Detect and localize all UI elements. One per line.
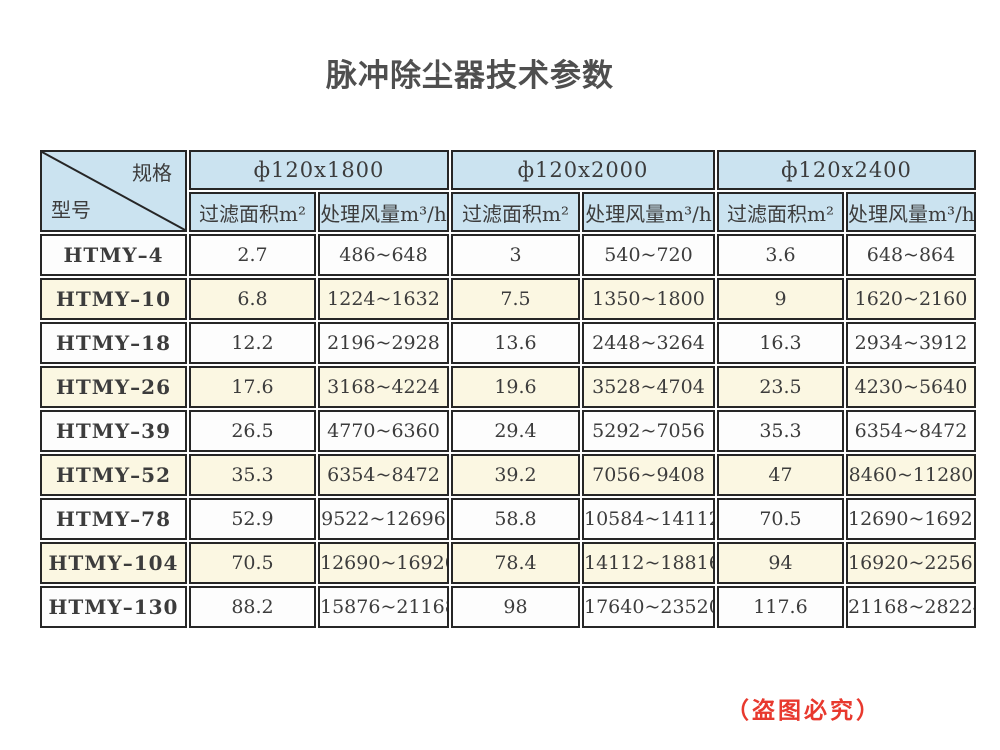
- value-cell: 13.6: [451, 322, 580, 364]
- value-cell: 6.8: [189, 278, 316, 320]
- value-cell: 486~648: [318, 234, 449, 276]
- value-cell: 12.2: [189, 322, 316, 364]
- value-cell: 29.4: [451, 410, 580, 452]
- value-cell: 3528~4704: [582, 366, 715, 408]
- column-header-filter-area: 过滤面积m²: [189, 192, 316, 232]
- value-cell: 17640~23520: [582, 586, 715, 628]
- value-cell: 540~720: [582, 234, 715, 276]
- table-row: HTMY–130 88.2 15876~21168 98 17640~23520…: [40, 586, 976, 628]
- table-row: HTMY–10 6.8 1224~1632 7.5 1350~1800 9 16…: [40, 278, 976, 320]
- value-cell: 4770~6360: [318, 410, 449, 452]
- value-cell: 52.9: [189, 498, 316, 540]
- value-cell: 26.5: [189, 410, 316, 452]
- group-header-1800: ф120x1800: [189, 150, 449, 190]
- value-cell: 6354~8472: [318, 454, 449, 496]
- value-cell: 98: [451, 586, 580, 628]
- value-cell: 78.4: [451, 542, 580, 584]
- table-row: HTMY–52 35.3 6354~8472 39.2 7056~9408 47…: [40, 454, 976, 496]
- value-cell: 16.3: [717, 322, 844, 364]
- value-cell: 5292~7056: [582, 410, 715, 452]
- value-cell: 2934~3912: [846, 322, 976, 364]
- corner-cell: 规格 型号: [40, 150, 187, 232]
- column-header-filter-area: 过滤面积m²: [451, 192, 580, 232]
- model-cell: HTMY–18: [40, 322, 187, 364]
- model-cell: HTMY–39: [40, 410, 187, 452]
- model-cell: HTMY–26: [40, 366, 187, 408]
- value-cell: 9522~12696: [318, 498, 449, 540]
- value-cell: 2448~3264: [582, 322, 715, 364]
- value-cell: 3168~4224: [318, 366, 449, 408]
- value-cell: 88.2: [189, 586, 316, 628]
- value-cell: 3.6: [717, 234, 844, 276]
- column-header-air-volume: 处理风量m³/h: [582, 192, 715, 232]
- anti-theft-note: （盗图必究）: [726, 698, 882, 724]
- corner-label-model: 型号: [51, 198, 91, 222]
- value-cell: 7.5: [451, 278, 580, 320]
- value-cell: 4230~5640: [846, 366, 976, 408]
- value-cell: 17.6: [189, 366, 316, 408]
- value-cell: 3: [451, 234, 580, 276]
- table-row: HTMY–39 26.5 4770~6360 29.4 5292~7056 35…: [40, 410, 976, 452]
- value-cell: 1350~1800: [582, 278, 715, 320]
- value-cell: 70.5: [717, 498, 844, 540]
- value-cell: 2196~2928: [318, 322, 449, 364]
- value-cell: 16920~22560: [846, 542, 976, 584]
- model-cell: HTMY–10: [40, 278, 187, 320]
- value-cell: 21168~28224: [846, 586, 976, 628]
- column-header-air-volume: 处理风量m³/h: [846, 192, 976, 232]
- value-cell: 23.5: [717, 366, 844, 408]
- model-cell: HTMY–4: [40, 234, 187, 276]
- column-header-filter-area: 过滤面积m²: [717, 192, 844, 232]
- value-cell: 8460~11280: [846, 454, 976, 496]
- model-cell: HTMY–78: [40, 498, 187, 540]
- page-title: 脉冲除尘器技术参数: [326, 58, 614, 94]
- value-cell: 6354~8472: [846, 410, 976, 452]
- corner-label-spec: 规格: [132, 161, 172, 185]
- value-cell: 1620~2160: [846, 278, 976, 320]
- value-cell: 35.3: [189, 454, 316, 496]
- group-header-2400: ф120x2400: [717, 150, 976, 190]
- value-cell: 648~864: [846, 234, 976, 276]
- value-cell: 9: [717, 278, 844, 320]
- value-cell: 58.8: [451, 498, 580, 540]
- value-cell: 10584~14112: [582, 498, 715, 540]
- table-row: HTMY–26 17.6 3168~4224 19.6 3528~4704 23…: [40, 366, 976, 408]
- value-cell: 7056~9408: [582, 454, 715, 496]
- value-cell: 12690~16920: [318, 542, 449, 584]
- value-cell: 117.6: [717, 586, 844, 628]
- value-cell: 1224~1632: [318, 278, 449, 320]
- value-cell: 39.2: [451, 454, 580, 496]
- value-cell: 35.3: [717, 410, 844, 452]
- value-cell: 2.7: [189, 234, 316, 276]
- group-header-row: 规格 型号 ф120x1800 ф120x2000 ф120x2400: [40, 150, 976, 232]
- value-cell: 12690~16920: [846, 498, 976, 540]
- value-cell: 94: [717, 542, 844, 584]
- value-cell: 14112~18816: [582, 542, 715, 584]
- column-header-row: 过滤面积m² 处理风量m³/h 过滤面积m² 处理风量m³/h 过滤面积m² 处…: [40, 192, 976, 232]
- model-cell: HTMY–104: [40, 542, 187, 584]
- value-cell: 19.6: [451, 366, 580, 408]
- table-row: HTMY–4 2.7 486~648 3 540~720 3.6 648~864: [40, 234, 976, 276]
- group-header-2000: ф120x2000: [451, 150, 715, 190]
- table-row: HTMY–104 70.5 12690~16920 78.4 14112~188…: [40, 542, 976, 584]
- model-cell: HTMY–52: [40, 454, 187, 496]
- table-row: HTMY–18 12.2 2196~2928 13.6 2448~3264 16…: [40, 322, 976, 364]
- column-header-air-volume: 处理风量m³/h: [318, 192, 449, 232]
- model-cell: HTMY–130: [40, 586, 187, 628]
- table-row: HTMY–78 52.9 9522~12696 58.8 10584~14112…: [40, 498, 976, 540]
- value-cell: 15876~21168: [318, 586, 449, 628]
- value-cell: 47: [717, 454, 844, 496]
- value-cell: 70.5: [189, 542, 316, 584]
- spec-table: 规格 型号 ф120x1800 ф120x2000 ф120x2400 过滤面积…: [38, 148, 978, 630]
- diagonal-line-icon: [42, 152, 185, 230]
